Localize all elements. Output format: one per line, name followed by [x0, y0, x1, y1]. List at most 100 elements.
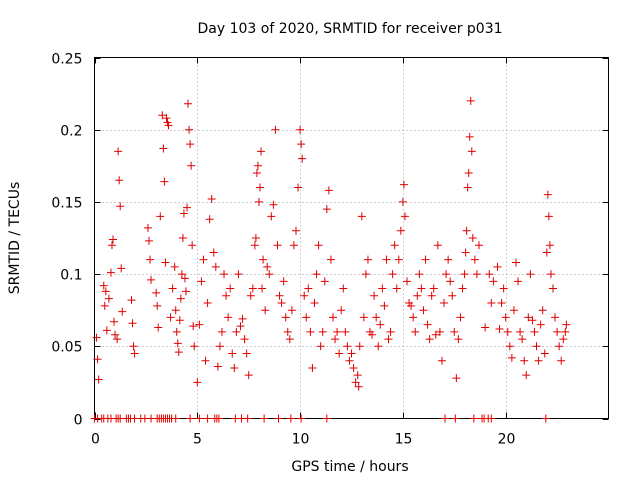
data-point: [92, 333, 101, 342]
data-point: [437, 356, 446, 365]
data-point: [201, 356, 210, 365]
data-point: [256, 183, 265, 192]
data-points: [90, 96, 571, 423]
data-point: [450, 327, 459, 336]
data-point: [374, 342, 383, 351]
data-point: [372, 313, 381, 322]
data-point: [481, 323, 490, 332]
data-point: [474, 241, 483, 250]
y-tick-label: 0.15: [51, 196, 82, 212]
y-tick-label: 0.25: [51, 52, 82, 68]
data-point: [328, 313, 337, 322]
data-point: [220, 270, 229, 279]
data-point: [234, 270, 243, 279]
data-point: [99, 281, 108, 290]
data-point: [559, 335, 568, 344]
data-point: [176, 294, 185, 303]
grid-lines: [94, 57, 609, 419]
data-point: [532, 342, 541, 351]
data-point: [179, 209, 188, 218]
data-point: [423, 320, 432, 329]
data-point: [526, 270, 535, 279]
data-point: [417, 284, 426, 293]
data-point: [251, 234, 260, 242]
y-tick-label: 0: [74, 413, 83, 429]
data-point: [407, 301, 416, 310]
data-point: [110, 317, 119, 326]
data-point: [562, 320, 571, 329]
data-point: [263, 262, 272, 271]
data-point: [310, 298, 319, 307]
data-point: [497, 298, 506, 307]
data-point: [186, 140, 195, 149]
data-point: [111, 330, 120, 339]
data-point: [260, 414, 269, 423]
data-point: [324, 186, 333, 195]
data-point: [252, 169, 261, 178]
data-point: [448, 291, 457, 300]
data-point: [419, 306, 428, 315]
data-point: [452, 374, 461, 383]
axis-ticks: 0 0.05 0.1 0.15 0.2 0.25 0 5 10 15 20: [51, 52, 609, 448]
data-point: [463, 183, 472, 192]
data-point: [300, 291, 309, 300]
data-point: [259, 255, 268, 264]
data-point: [277, 298, 286, 307]
data-point: [345, 356, 354, 365]
data-point: [316, 342, 325, 351]
data-point: [161, 258, 170, 267]
data-point: [545, 241, 554, 250]
data-point: [285, 335, 294, 344]
data-point: [118, 307, 127, 316]
data-point: [152, 288, 161, 297]
data-point: [228, 349, 237, 358]
data-point: [193, 378, 202, 387]
data-point: [246, 291, 255, 300]
data-point: [114, 147, 123, 156]
data-point: [534, 356, 543, 365]
data-point: [129, 342, 138, 351]
data-point: [501, 313, 510, 322]
data-point: [279, 277, 288, 286]
data-point: [441, 414, 450, 423]
data-point: [541, 414, 550, 423]
data-point: [281, 313, 290, 322]
data-point: [382, 255, 391, 264]
data-point: [213, 362, 222, 371]
data-point: [400, 212, 409, 221]
data-point: [487, 414, 496, 423]
data-point: [386, 327, 395, 336]
data-point: [242, 349, 251, 358]
data-point: [451, 414, 460, 423]
data-point: [462, 226, 471, 235]
data-point: [399, 180, 408, 189]
data-point: [409, 313, 418, 322]
data-point: [355, 342, 364, 351]
data-point: [109, 235, 118, 244]
data-point: [244, 371, 253, 380]
x-tick-label: 0: [91, 432, 100, 448]
data-point: [115, 176, 124, 185]
data-point: [415, 270, 424, 279]
data-point: [464, 169, 473, 178]
data-point: [250, 241, 259, 250]
data-point: [230, 363, 239, 372]
data-point: [349, 363, 358, 372]
data-point: [460, 270, 469, 279]
data-point: [505, 342, 514, 351]
data-point: [171, 414, 180, 423]
data-point: [528, 316, 537, 325]
data-point: [469, 414, 478, 423]
data-point: [337, 306, 346, 315]
data-point: [117, 264, 126, 273]
data-point: [468, 234, 477, 242]
data-point: [361, 270, 370, 279]
data-point: [199, 255, 208, 264]
data-point: [224, 313, 233, 322]
data-point: [188, 241, 197, 250]
data-point: [466, 96, 475, 105]
data-point: [238, 314, 247, 323]
data-point: [354, 382, 363, 391]
data-point: [518, 335, 527, 344]
data-point: [347, 349, 356, 358]
